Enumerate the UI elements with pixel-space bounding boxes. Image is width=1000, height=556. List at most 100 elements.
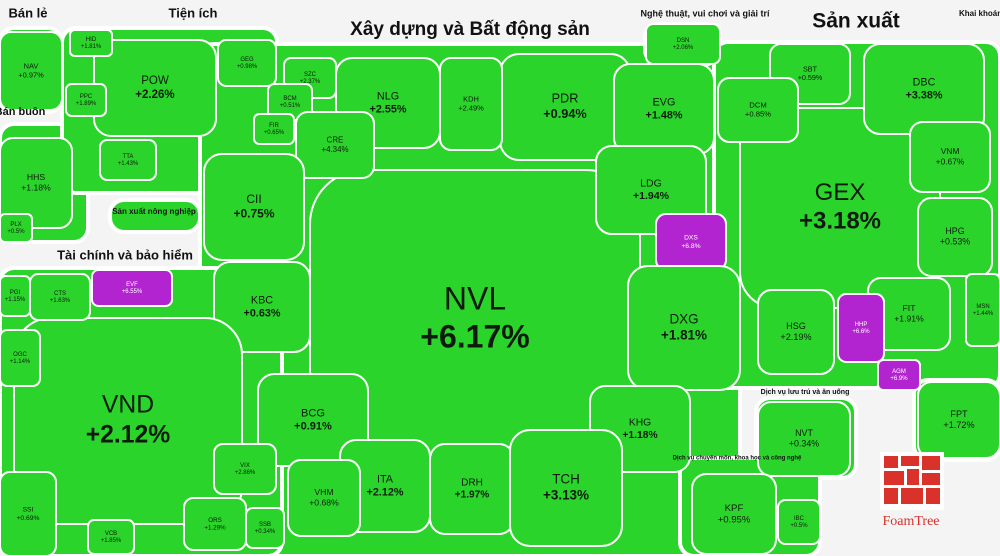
- cells: NAV+0.97%HHS+1.18%PLX+0.5%POW+2.26%GEG+0…: [0, 23, 1000, 556]
- ticker: HSG: [786, 321, 806, 331]
- ticker: PPC: [80, 94, 93, 100]
- stock-cell: [253, 113, 295, 145]
- ticker: LDG: [640, 177, 662, 189]
- ticker: KPF: [725, 503, 744, 514]
- change-label: +0.91%: [294, 421, 332, 433]
- change-label: +1.81%: [81, 44, 102, 50]
- group-title: Bán buôn: [0, 106, 46, 118]
- ticker: TCH: [552, 471, 580, 486]
- ticker: NLG: [377, 90, 399, 102]
- change-label: +1.18%: [21, 182, 51, 192]
- ticker: BCM: [283, 96, 296, 102]
- stock-cell: [691, 473, 777, 555]
- ticker: HHS: [27, 172, 45, 182]
- change-label: +3.38%: [906, 89, 943, 101]
- change-label: +3.13%: [543, 488, 589, 503]
- stock-cell: [757, 289, 835, 375]
- stock-cell: [213, 443, 277, 495]
- ticker: DXS: [684, 235, 698, 242]
- change-label: +0.65%: [264, 130, 285, 136]
- change-label: +0.98%: [237, 64, 258, 70]
- change-label: +1.91%: [894, 313, 924, 323]
- ticker: POW: [141, 75, 169, 87]
- change-label: +6.17%: [420, 319, 529, 355]
- stock-cell: [29, 273, 91, 321]
- ticker: DRH: [461, 478, 483, 489]
- ticker: CII: [246, 192, 261, 206]
- change-label: +0.51%: [280, 103, 301, 109]
- logo-block: [901, 456, 919, 466]
- logo-block: [922, 473, 940, 485]
- logo-text: FoamTree: [882, 514, 939, 529]
- change-label: +3.18%: [799, 208, 881, 235]
- ticker: ORS: [208, 517, 222, 524]
- ticker: FPT: [950, 409, 968, 419]
- stock-cell: [245, 507, 285, 549]
- change-label: +2.49%: [458, 103, 484, 112]
- ticker: DCM: [749, 100, 766, 109]
- stock-cell: [909, 121, 991, 193]
- logo-block: [884, 471, 904, 485]
- ticker: HPG: [945, 226, 964, 236]
- ticker: NAV: [24, 62, 39, 71]
- change-label: +0.63%: [244, 307, 281, 319]
- change-label: +1.72%: [943, 420, 974, 430]
- change-label: +0.97%: [18, 70, 44, 79]
- change-label: +1.81%: [661, 328, 707, 343]
- change-label: +0.75%: [233, 206, 274, 220]
- change-label: +0.68%: [309, 497, 339, 507]
- logo-block: [901, 488, 923, 504]
- stock-cell: [295, 111, 375, 179]
- ticker: IBC: [794, 516, 805, 522]
- change-label: +0.94%: [543, 106, 587, 121]
- change-label: +6.9%: [890, 376, 908, 382]
- change-label: +1.15%: [5, 297, 26, 303]
- logo-block: [884, 456, 898, 468]
- ticker: BCG: [301, 407, 325, 419]
- stock-cell: [877, 359, 921, 391]
- change-label: +2.06%: [673, 45, 694, 51]
- change-label: +0.34%: [789, 439, 819, 449]
- ticker: SZC: [304, 72, 317, 78]
- ticker: VNM: [941, 146, 960, 156]
- stock-cell: [217, 39, 277, 87]
- change-label: +1.29%: [204, 524, 226, 531]
- group-title: Bán lẻ: [8, 5, 47, 20]
- change-label: +2.55%: [370, 103, 407, 115]
- change-label: +0.5%: [790, 523, 808, 529]
- change-label: +0.95%: [718, 514, 751, 525]
- ticker: VND: [102, 392, 154, 419]
- ticker: GEX: [815, 179, 866, 206]
- ticker: VIX: [240, 463, 250, 469]
- change-label: +1.48%: [646, 109, 683, 121]
- change-label: +2.37%: [300, 79, 321, 85]
- group-title: Xây dựng và Bất động sản: [350, 19, 590, 40]
- ticker: VCB: [105, 531, 117, 537]
- group-title: Tài chính và bảo hiểm: [57, 247, 193, 262]
- change-label: +1.18%: [622, 430, 657, 441]
- ticker: FIT: [903, 303, 917, 313]
- logo-block: [884, 488, 898, 504]
- ticker: NVL: [444, 280, 506, 316]
- logo-block: [907, 469, 919, 485]
- group-title: Sản xuất nông nghiệp: [112, 207, 196, 216]
- stock-cell: [203, 153, 305, 261]
- change-label: +6.8%: [681, 243, 700, 250]
- group-title: Nghệ thuật, vui chơi và giải trí: [641, 8, 770, 18]
- ticker: GEG: [240, 57, 254, 63]
- ticker: DSN: [677, 38, 690, 44]
- stock-cell: [87, 519, 135, 555]
- logo-block: [922, 456, 940, 470]
- stock-cell: [917, 381, 1000, 459]
- stock-cell: [99, 139, 157, 181]
- stock-cell: [645, 23, 721, 65]
- change-label: +4.34%: [321, 145, 348, 154]
- change-label: +6.6%: [852, 329, 870, 335]
- ticker: EVG: [653, 96, 676, 108]
- change-label: +1.94%: [633, 190, 670, 202]
- stock-cell: [509, 429, 623, 547]
- ticker: ITA: [377, 473, 394, 485]
- ticker: PLX: [10, 222, 21, 228]
- stock-cell: [777, 499, 821, 545]
- change-label: +1.85%: [101, 538, 122, 544]
